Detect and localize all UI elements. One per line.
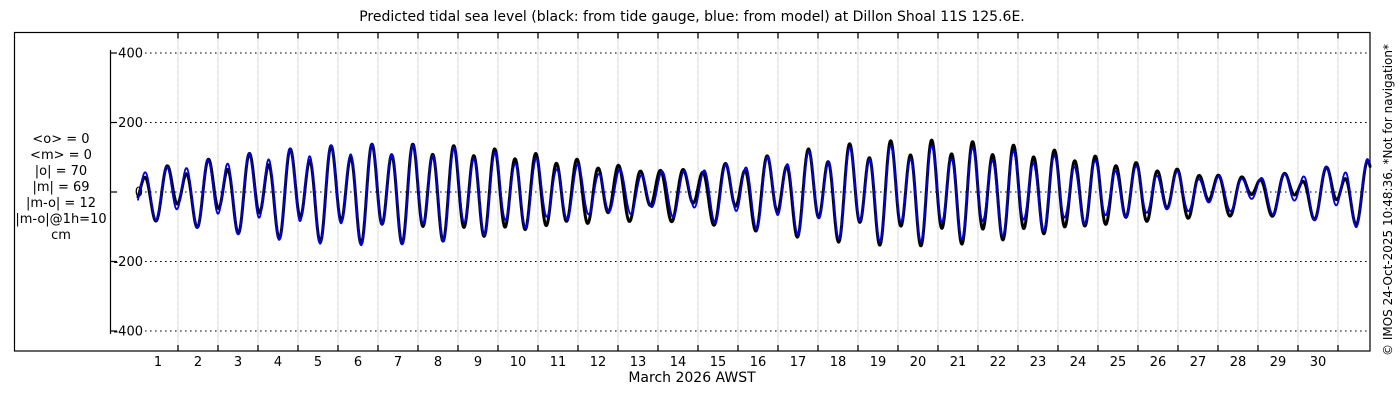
x-tick-label: 9 [474,355,482,370]
curve-model [137,143,1371,247]
x-tick-label: 20 [910,355,927,370]
stats-line: |o| = 70 [34,164,88,179]
x-tick-label: 4 [274,355,282,370]
x-tick-label: 5 [314,355,322,370]
y-tick-label: 400 [118,47,143,62]
x-tick-label: 15 [710,355,727,370]
x-tick-label: 2 [194,355,202,370]
x-tick-label: 12 [590,355,607,370]
y-tick-label: 200 [118,116,143,131]
stats-line: |m-o|@1h=10 [15,212,107,227]
x-tick-label: 21 [950,355,967,370]
x-tick-label: 22 [990,355,1007,370]
x-tick-label: 28 [1230,355,1247,370]
stats-line: |m-o| = 12 [25,196,96,211]
x-tick-label: 19 [870,355,887,370]
x-tick-label: 6 [354,355,362,370]
x-tick-label: 11 [550,355,567,370]
stats-line: cm [51,228,71,243]
x-tick-label: 1 [154,355,162,370]
x-tick-label: 8 [434,355,442,370]
x-tick-label: 29 [1270,355,1287,370]
y-tick-label: -400 [113,325,143,340]
x-tick-label: 17 [790,355,807,370]
x-tick-label: 26 [1150,355,1167,370]
stats-panel: <o> = 0 <m> = 0 |o| = 70 |m| = 69 |m-o| = 12… [10,132,112,244]
x-tick-label: 3 [234,355,242,370]
x-tick-label: 18 [830,355,847,370]
x-tick-label: 30 [1310,355,1327,370]
x-tick-label: 24 [1070,355,1087,370]
y-tick-label: -200 [113,255,143,270]
plot-frame [13,31,1371,352]
x-tick-label: 16 [750,355,767,370]
x-tick-label: 10 [510,355,527,370]
x-tick-label: 27 [1190,355,1207,370]
x-axis-label: March 2026 AWST [628,370,756,386]
x-tick-label: 25 [1110,355,1127,370]
stats-line: <o> = 0 [32,132,90,147]
stats-line: <m> = 0 [30,148,92,163]
stats-line: |m| = 69 [32,180,90,195]
watermark-imos: © IMOS 24-Oct-2025 10:48:36. *Not for na… [1381,44,1395,356]
chart-title: Predicted tidal sea level (black: from t… [359,9,1025,25]
x-tick-label: 7 [394,355,402,370]
x-tick-label: 13 [630,355,647,370]
x-tick-label: 23 [1030,355,1047,370]
x-tick-label: 14 [670,355,687,370]
